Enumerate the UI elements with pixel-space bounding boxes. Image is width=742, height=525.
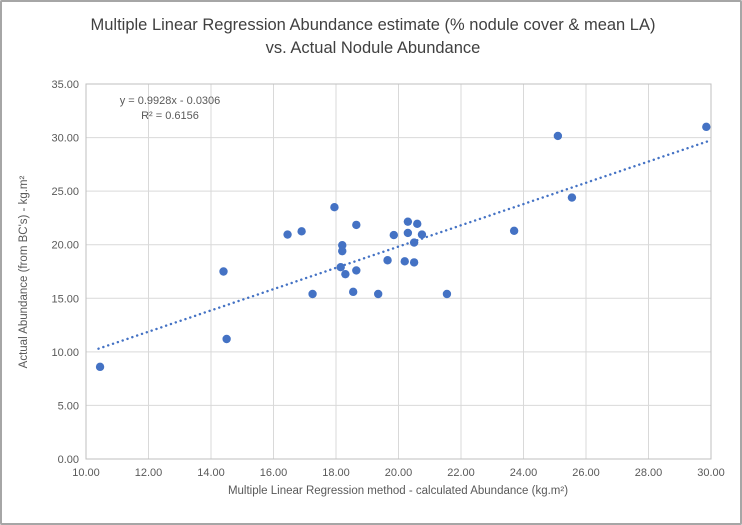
data-point bbox=[373, 289, 383, 299]
plot-border bbox=[85, 83, 712, 460]
data-point bbox=[403, 217, 413, 226]
data-point bbox=[413, 219, 422, 229]
data-point bbox=[330, 203, 339, 212]
data-point bbox=[409, 238, 419, 247]
data-point bbox=[702, 122, 711, 132]
data-point bbox=[348, 287, 358, 297]
data-point bbox=[553, 131, 563, 141]
y-tick-label: 25.00 bbox=[51, 186, 79, 198]
y-tick-label: 0.00 bbox=[58, 454, 79, 466]
y-axis-title: Actual Abundance (from BC's) - kg.m² bbox=[18, 175, 30, 369]
trendline-annotation: y = 0.9928x - 0.0306 R² = 0.6156 bbox=[90, 94, 250, 124]
data-point bbox=[509, 226, 519, 235]
y-tick-label: 35.00 bbox=[51, 79, 79, 91]
x-tick-label: 28.00 bbox=[635, 467, 663, 479]
r-squared-text: R² = 0.6156 bbox=[141, 110, 199, 122]
x-tick-label: 16.00 bbox=[260, 467, 288, 479]
chart-title: Multiple Linear Regression Abundance est… bbox=[90, 16, 656, 57]
data-point bbox=[308, 289, 317, 299]
data-point bbox=[417, 230, 427, 239]
data-point bbox=[383, 256, 392, 265]
x-tick-label: 18.00 bbox=[322, 467, 350, 479]
data-point bbox=[283, 230, 292, 239]
data-point bbox=[352, 266, 361, 275]
data-point bbox=[341, 269, 350, 279]
data-point bbox=[219, 267, 228, 276]
x-axis-title: Multiple Linear Regression method - calc… bbox=[227, 485, 569, 497]
data-point bbox=[336, 263, 345, 272]
x-tick-label: 20.00 bbox=[385, 467, 413, 479]
x-tick-label: 12.00 bbox=[135, 467, 163, 479]
trendline bbox=[97, 139, 713, 350]
x-tick-label: 22.00 bbox=[447, 467, 475, 479]
x-tick-label: 14.00 bbox=[197, 467, 225, 479]
data-point bbox=[95, 362, 105, 372]
data-point bbox=[389, 230, 399, 240]
data-point bbox=[409, 258, 419, 267]
y-tick-label: 20.00 bbox=[51, 240, 79, 252]
data-point bbox=[222, 334, 231, 344]
x-tick-label: 30.00 bbox=[697, 467, 725, 479]
x-tick-label: 26.00 bbox=[572, 467, 600, 479]
data-point bbox=[403, 228, 413, 238]
y-tick-label: 10.00 bbox=[51, 347, 79, 359]
x-tick-label: 24.00 bbox=[510, 467, 538, 479]
y-tick-label: 5.00 bbox=[58, 400, 79, 412]
data-point bbox=[338, 241, 347, 250]
x-tick-label: 10.00 bbox=[72, 467, 100, 479]
data-point bbox=[400, 257, 409, 266]
data-point bbox=[567, 193, 577, 202]
y-tick-label: 30.00 bbox=[51, 133, 79, 145]
data-point bbox=[297, 227, 306, 236]
equation-text: y = 0.9928x - 0.0306 bbox=[119, 95, 221, 107]
data-point bbox=[352, 220, 361, 230]
data-point bbox=[442, 289, 452, 299]
y-tick-label: 15.00 bbox=[51, 293, 79, 305]
data-point bbox=[338, 246, 347, 256]
